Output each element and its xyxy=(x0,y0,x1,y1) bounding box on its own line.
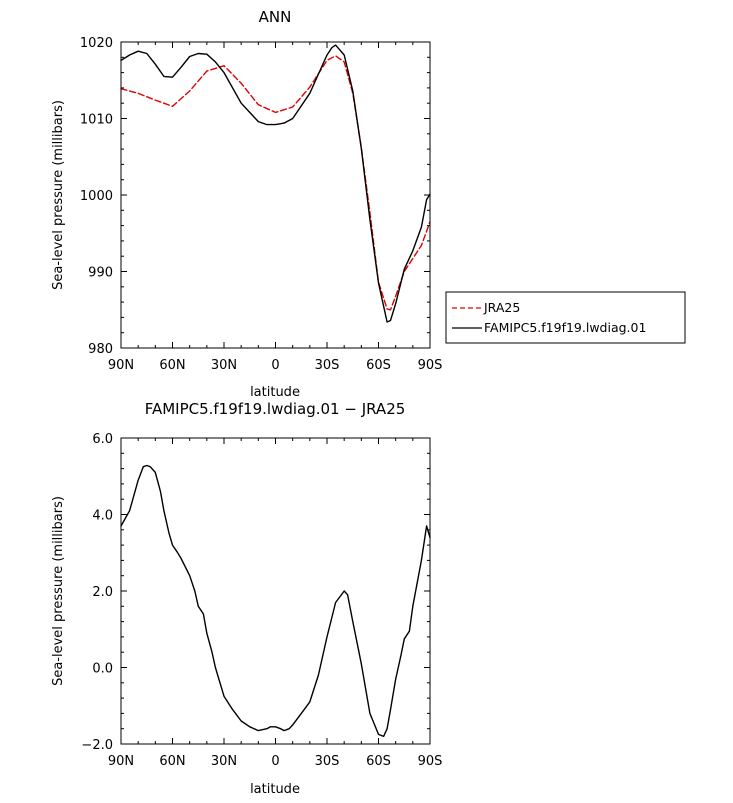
chart-bottom-series xyxy=(120,464,431,738)
x-tick-label: 90N xyxy=(108,358,134,373)
chart-top-xlabel: latitude xyxy=(250,385,300,400)
chart-bottom-plot-frame xyxy=(120,437,431,745)
chart-bottom-xlabel: latitude xyxy=(250,782,300,797)
y-tick-label: 990 xyxy=(88,266,113,281)
chart-bottom: FAMIPC5.f19f19.lwdiag.01 − JRA25 90N 60N 3… xyxy=(51,400,442,797)
x-tick-label: 0 xyxy=(271,754,279,769)
x-tick-label: 90S xyxy=(418,358,443,373)
y-tick-label: 0.0 xyxy=(92,662,113,677)
chart-bottom-ylabel: Sea-level pressure (millibars) xyxy=(51,496,66,686)
x-tick-label: 60N xyxy=(159,358,185,373)
x-tick-label: 30S xyxy=(315,358,340,373)
chart-top-plot-frame xyxy=(120,41,431,349)
legend-box xyxy=(445,291,686,344)
x-tick-label: 60S xyxy=(366,358,391,373)
series-line-difference xyxy=(120,464,431,738)
series-line-famipc5-f19f19-lwdiag-01 xyxy=(120,44,431,323)
chart-top-legend: JRA25 FAMIPC5.f19f19.lwdiag.01 xyxy=(445,291,686,344)
y-tick-label: −2.0 xyxy=(81,738,113,753)
y-tick-label: 1010 xyxy=(80,113,113,128)
x-tick-label: 0 xyxy=(271,358,279,373)
legend-label-famipc5: FAMIPC5.f19f19.lwdiag.01 xyxy=(484,320,646,335)
y-tick-label: 1000 xyxy=(80,189,113,204)
chart-top: ANN 90N 60N 30N 0 30S 60S 90S 980 990 1000 1010 102… xyxy=(51,8,686,400)
y-tick-label: 4.0 xyxy=(92,509,113,524)
y-tick-label: 6.0 xyxy=(92,432,113,447)
chart-bottom-ticks: 90N 60N 30N 0 30S 60S 90S −2.0 0.0 2.0 4.0 6.0 xyxy=(81,432,442,769)
chart-top-series xyxy=(120,44,431,323)
x-tick-label: 90S xyxy=(418,754,443,769)
x-tick-label: 90N xyxy=(108,754,134,769)
x-tick-label: 30N xyxy=(211,358,237,373)
x-tick-label: 60S xyxy=(366,754,391,769)
chart-top-ylabel: Sea-level pressure (millibars) xyxy=(51,100,66,290)
y-tick-label: 1020 xyxy=(80,36,113,51)
y-tick-label: 2.0 xyxy=(92,585,113,600)
legend-label-jra25: JRA25 xyxy=(483,300,520,315)
x-tick-label: 30S xyxy=(315,754,340,769)
y-tick-label: 980 xyxy=(88,342,113,357)
x-tick-label: 60N xyxy=(159,754,185,769)
x-tick-label: 30N xyxy=(211,754,237,769)
chart-top-ticks: 90N 60N 30N 0 30S 60S 90S 980 990 1000 1010 1020 xyxy=(80,36,442,373)
chart-top-title: ANN xyxy=(259,8,292,26)
series-line-jra25 xyxy=(120,55,431,311)
chart-bottom-title: FAMIPC5.f19f19.lwdiag.01 − JRA25 xyxy=(145,400,406,418)
